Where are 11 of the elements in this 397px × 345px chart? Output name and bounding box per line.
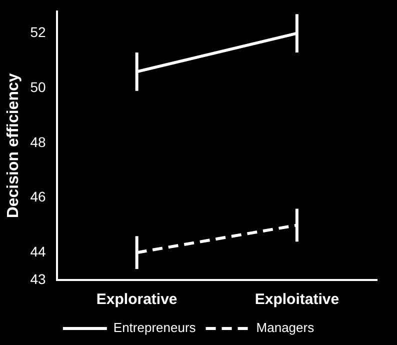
y-tick-label: 52 xyxy=(30,24,46,40)
y-tick-label: 48 xyxy=(30,134,46,150)
x-tick-label: Exploitative xyxy=(254,291,340,308)
y-tick-label: 43 xyxy=(30,270,46,287)
legend-label: Managers xyxy=(256,320,315,336)
y-axis-title: Decision efficiency xyxy=(5,73,22,218)
legend-label: Entrepreneurs xyxy=(113,320,196,336)
y-tick-label: 44 xyxy=(30,243,46,260)
y-tick-label: 46 xyxy=(30,188,46,205)
x-tick-label: Explorative xyxy=(96,291,178,308)
y-tick-label: 50 xyxy=(30,79,46,95)
